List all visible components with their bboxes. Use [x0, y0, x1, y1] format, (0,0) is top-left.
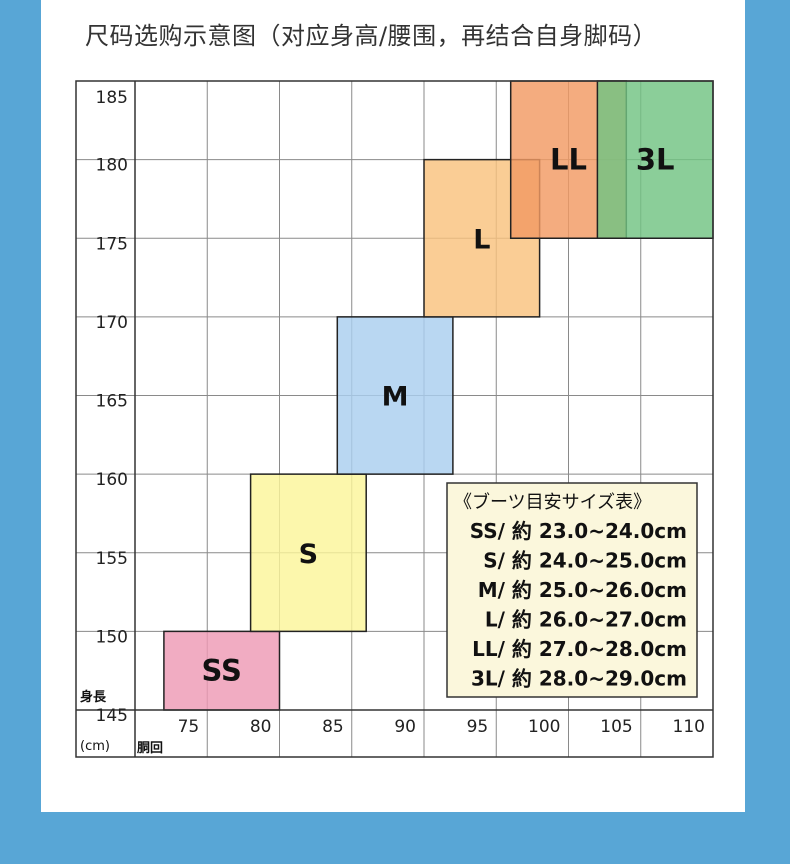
legend-entry: S/ 約 24.0~25.0cm	[483, 549, 687, 573]
region-s	[249, 473, 367, 633]
y-axis-label: 身長	[80, 689, 107, 705]
x-tick-label: 75	[178, 717, 200, 737]
unit-label: (cm)	[80, 739, 110, 754]
x-axis-label: 胴回	[137, 741, 163, 756]
x-tick-label: 90	[394, 717, 416, 737]
region-label-ll: LL	[550, 143, 587, 177]
legend-heading: 《ブーツ目安サイズ表》	[454, 491, 651, 513]
y-tick-label: 175	[96, 234, 128, 254]
frame-layer	[75, 80, 714, 758]
x-tick-label: 80	[250, 717, 272, 737]
region-label-ss: SS	[201, 654, 241, 688]
y-tick-label: 180	[96, 156, 128, 176]
x-tick-label: 85	[322, 717, 344, 737]
tick-layer: 145 150 155 160 165 170 175 180 185 75 80 85 90 95 100…	[96, 88, 705, 737]
legend-entry: 3L/ 約 28.0~29.0cm	[471, 667, 687, 691]
page-title: 尺码选购示意图（对应身高/腰围，再结合自身脚码）	[85, 22, 658, 50]
region-ss	[163, 630, 281, 711]
region-m	[336, 316, 454, 475]
x-tick-label: 105	[600, 717, 632, 737]
y-tick-label: 160	[96, 470, 128, 490]
x-tick-label: 110	[673, 717, 705, 737]
y-tick-label: 150	[96, 627, 128, 647]
region-3l	[596, 80, 714, 239]
y-tick-label: 170	[96, 313, 128, 333]
plot-frame	[75, 80, 714, 758]
legend: 《ブーツ目安サイズ表》 SS/ 約 23.0~24.0cm S/ 約 24.0~2…	[446, 482, 698, 698]
region-label-m: M	[382, 382, 409, 413]
y-tick-label: 165	[96, 392, 128, 412]
region-label-3l: 3L	[636, 143, 675, 177]
y-tick-label: 145	[96, 706, 128, 726]
x-tick-label: 100	[528, 717, 560, 737]
legend-entry: LL/ 約 27.0~28.0cm	[472, 637, 687, 661]
region-label-s: S	[299, 539, 318, 570]
y-tick-label: 185	[96, 88, 128, 108]
x-tick-label: 95	[467, 717, 489, 737]
legend-entries: SS/ 約 23.0~24.0cm S/ 約 24.0~25.0cm M/ 約 25…	[470, 519, 687, 691]
region-label-l: L	[473, 224, 490, 255]
legend-entry: SS/ 約 23.0~24.0cm	[470, 519, 687, 543]
legend-box	[446, 482, 698, 698]
legend-entry: L/ 約 26.0~27.0cm	[485, 608, 687, 632]
legend-entry: M/ 約 25.0~26.0cm	[478, 578, 687, 602]
y-tick-label: 155	[96, 549, 128, 569]
